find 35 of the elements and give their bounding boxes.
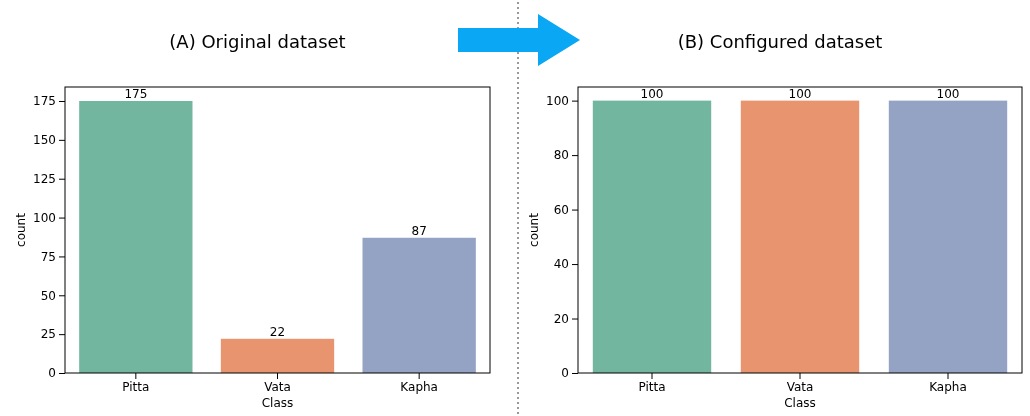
data-label: 22 xyxy=(269,324,286,339)
x-tick-label: Kapha xyxy=(400,379,438,394)
x-axis-title: Class xyxy=(784,396,816,410)
y-axis-title: count xyxy=(14,212,28,247)
data-label: 100 xyxy=(788,86,812,101)
x-axis-title: Class xyxy=(261,396,294,410)
y-tick-label: 0 xyxy=(48,366,56,381)
y-tick-label: 125 xyxy=(33,172,56,187)
x-tick-label: Vata xyxy=(264,379,291,394)
x-tick-label: Vata xyxy=(786,379,814,394)
data-label: 87 xyxy=(411,223,427,238)
y-tick-label: 75 xyxy=(40,249,56,264)
chart-title: (A) Original dataset xyxy=(169,31,346,52)
x-tick-label: Kapha xyxy=(929,379,967,394)
y-tick-label: 100 xyxy=(546,93,569,108)
bar xyxy=(220,338,335,373)
data-label: 100 xyxy=(640,86,664,101)
chart-title: (B) Configured dataset xyxy=(677,31,883,52)
y-tick-label: 50 xyxy=(40,288,56,303)
y-tick-label: 40 xyxy=(553,257,569,272)
y-tick-label: 175 xyxy=(33,94,56,109)
y-tick-label: 150 xyxy=(33,133,56,148)
x-tick-label: Pitta xyxy=(122,379,150,394)
y-tick-label: 20 xyxy=(553,311,569,326)
x-tick-label: Pitta xyxy=(638,379,666,394)
bar xyxy=(362,237,476,373)
y-tick-label: 25 xyxy=(40,327,56,342)
data-label: 100 xyxy=(936,86,960,101)
y-tick-label: 0 xyxy=(561,366,569,381)
data-label: 175 xyxy=(124,86,148,101)
y-tick-label: 100 xyxy=(33,210,56,225)
y-axis-title: count xyxy=(527,212,541,247)
y-tick-label: 80 xyxy=(553,148,569,163)
bar xyxy=(79,100,193,373)
y-tick-label: 60 xyxy=(553,202,569,217)
